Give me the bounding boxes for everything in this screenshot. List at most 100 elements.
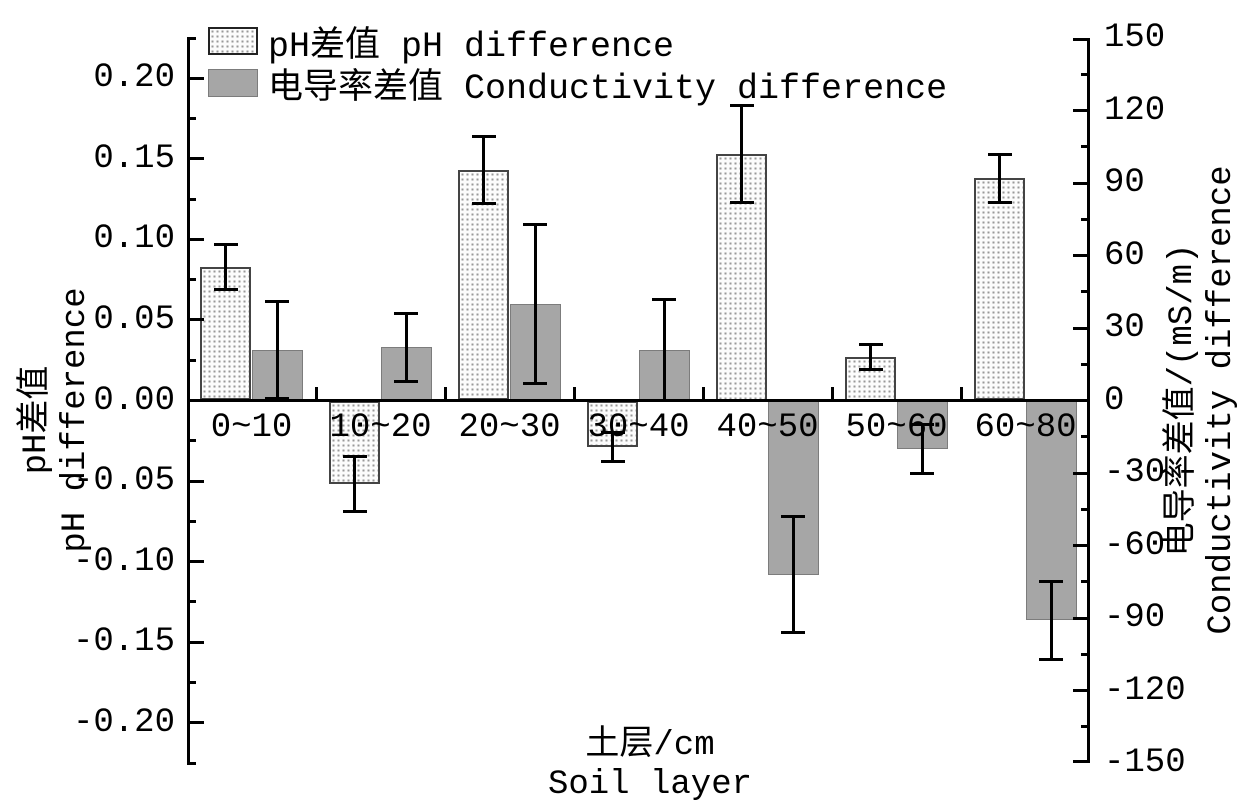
left-axis-minor-tick: [187, 36, 196, 40]
left-axis-tick-label: -0.15: [72, 623, 175, 662]
left-axis-minor-tick: [187, 519, 196, 523]
x-category-label: 10~20: [329, 408, 432, 447]
left-axis-minor-tick: [187, 278, 196, 282]
x-category-label: 50~60: [845, 408, 948, 447]
left-axis-minor-tick: [187, 600, 196, 604]
conductivity-error-bar-line: [791, 516, 795, 633]
conductivity-error-bar-cap-top: [1039, 580, 1064, 584]
right-axis-tick-label: -90: [1104, 599, 1166, 637]
left-axis-tick-label: 0.00: [93, 381, 175, 420]
left-axis-tick-label: 0.20: [93, 59, 175, 98]
ph-error-bar-line: [224, 244, 228, 290]
right-axis-major-tick: [1073, 181, 1090, 185]
right-axis-major-tick: [1073, 109, 1090, 112]
left-axis-major-tick: [187, 157, 204, 161]
left-axis-tick-label: -0.10: [72, 542, 175, 581]
left-axis-minor-tick: [187, 197, 196, 201]
ph-error-bar-line: [869, 344, 873, 370]
ph-error-bar-line: [998, 154, 1002, 203]
left-axis-minor-tick: [187, 358, 196, 362]
ph-error-bar-cap-bottom: [729, 200, 754, 204]
ph-error-bar-cap-bottom: [213, 287, 238, 291]
left-axis-title: pH差值 pH difference: [18, 287, 96, 552]
conductivity-error-bar-cap-bottom: [394, 379, 419, 383]
conductivity-error-bar-line: [1049, 581, 1053, 660]
right-axis-major-tick: [1073, 399, 1090, 402]
zero-baseline: [187, 399, 1090, 402]
right-axis-tick-label: 0: [1104, 381, 1125, 420]
conductivity-error-bar-cap-bottom: [781, 631, 806, 634]
right-axis-minor-tick: [1081, 217, 1090, 221]
ph-error-bar-cap-top: [729, 104, 754, 108]
x-category-label: 0~10: [210, 408, 293, 447]
left-axis-major-tick: [187, 318, 204, 322]
right-axis-tick-label: -30: [1104, 454, 1166, 492]
right-axis-major-tick: [1073, 616, 1090, 620]
right-axis-major-tick: [1073, 254, 1090, 257]
right-axis-minor-tick: [1081, 580, 1090, 584]
left-axis-minor-tick: [187, 439, 196, 443]
conductivity-error-bar-cap-top: [910, 423, 935, 427]
ph-error-bar-line: [353, 456, 357, 512]
left-axis-tick-label: -0.05: [72, 462, 175, 501]
x-category-label: 20~30: [458, 408, 561, 447]
left-axis-title-en: pH difference: [57, 287, 95, 553]
ph-bar: [457, 170, 510, 401]
plot-area: -0.20 -0.15 -0.10 -0.05 0.00 0.05 0.10 0.15 0.20…: [73, 19, 1186, 782]
legend-label-ph: pH差值 pH difference: [268, 26, 675, 67]
x-axis-tick: [314, 386, 318, 401]
right-axis-minor-tick: [1081, 725, 1090, 729]
ph-error-bar-cap-bottom: [471, 202, 496, 206]
right-axis-tick-label: 90: [1104, 164, 1145, 202]
conductivity-error-bar-line: [404, 313, 408, 382]
ph-error-bar-cap-bottom: [600, 460, 625, 464]
right-axis-title: 电导率差值/(mS/m) Conductivity difference: [1164, 165, 1242, 634]
ph-error-bar-cap-top: [213, 242, 238, 246]
left-axis-minor-tick: [187, 680, 196, 684]
left-axis-major-tick: [187, 76, 204, 80]
right-axis-title-en: Conductivity difference: [1203, 165, 1241, 635]
left-axis-major-tick: [187, 640, 204, 644]
right-axis-minor-tick: [1081, 145, 1090, 149]
ph-error-bar-cap-top: [987, 152, 1012, 156]
legend-label-conductivity: 电导率差值 Conductivity difference: [268, 68, 948, 109]
conductivity-error-bar-cap-top: [394, 312, 419, 315]
conductivity-error-bar-cap-bottom: [1039, 657, 1064, 661]
legend-swatch-conductivity: [208, 69, 258, 97]
x-axis-tick: [572, 386, 576, 401]
left-axis-tick-label: 0.05: [93, 300, 175, 339]
ph-bar: [973, 178, 1026, 401]
x-axis-tick: [959, 386, 963, 401]
legend-item-ph: pH差值 pH difference: [208, 20, 947, 67]
conductivity-error-bar-cap-bottom: [523, 382, 548, 386]
ph-error-bar-line: [611, 432, 615, 462]
ph-error-bar-cap-top: [858, 342, 883, 346]
ph-error-bar-line: [740, 105, 744, 203]
right-axis-major-tick: [1073, 38, 1090, 41]
right-axis-major-tick: [1073, 326, 1090, 330]
left-axis-tick-label: -0.20: [72, 703, 175, 742]
ph-error-bar-line: [482, 136, 486, 204]
ph-error-bar-cap-top: [342, 455, 367, 459]
conductivity-error-bar-cap-top: [781, 515, 806, 518]
right-axis-tick-label: -150: [1104, 744, 1186, 782]
right-axis-minor-tick: [1081, 290, 1090, 294]
left-axis-major-tick: [187, 560, 204, 564]
left-axis-tick-label: 0.10: [93, 220, 175, 259]
right-axis-tick-label: -60: [1104, 526, 1166, 565]
right-axis-major-tick: [1073, 760, 1090, 763]
legend-swatch-ph-pattern: [208, 27, 258, 55]
conductivity-error-bar-cap-top: [265, 299, 290, 303]
right-axis-minor-tick: [1081, 362, 1090, 366]
ph-bar: [715, 154, 768, 401]
left-axis-title-zh: pH差值: [18, 365, 56, 475]
left-axis-major-tick: [187, 399, 204, 402]
conductivity-error-bar-cap-top: [523, 222, 548, 226]
right-axis-minor-tick: [1081, 507, 1090, 511]
x-axis-title-en: Soil layer: [547, 766, 753, 804]
x-category-label: 30~40: [587, 408, 690, 447]
conductivity-error-bar-line: [662, 299, 666, 401]
right-axis-minor-tick: [1081, 652, 1090, 656]
left-axis-major-tick: [187, 237, 204, 241]
x-category-label: 40~50: [716, 408, 819, 447]
